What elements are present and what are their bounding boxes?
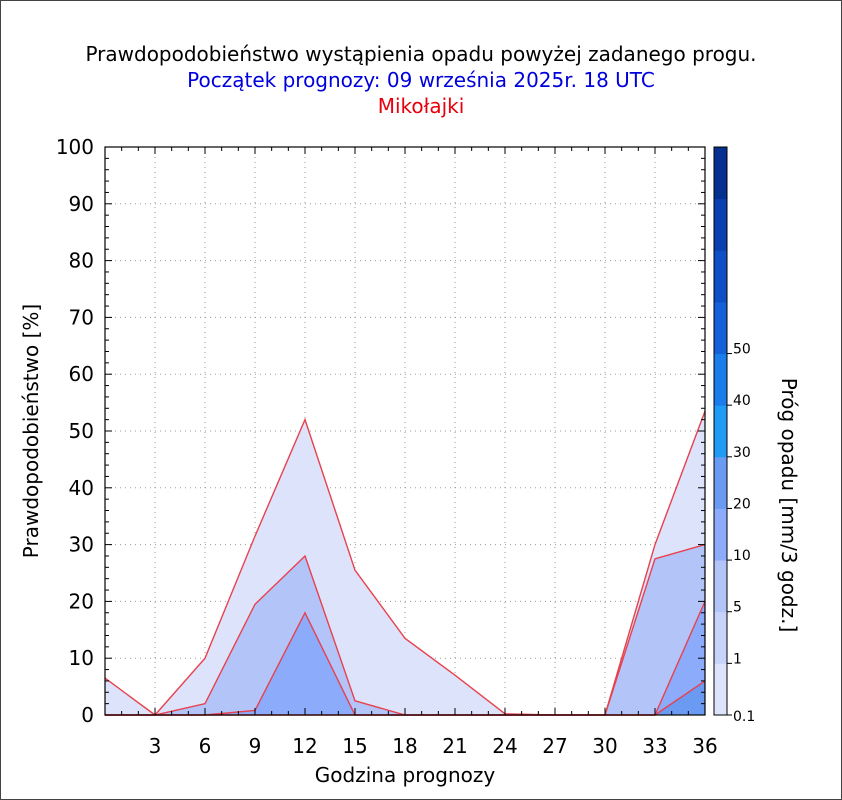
colorbar-tick-label-50: 50 [733, 342, 751, 358]
grid [105, 147, 705, 715]
x-tick-label-12: 12 [292, 734, 317, 758]
x-tick-label-3: 3 [149, 734, 162, 758]
colorbar-tick-label-5: 5 [733, 600, 742, 616]
x-axis-label: Godzina prognozy [315, 763, 496, 787]
colorbar-band-8 [714, 250, 727, 303]
x-tick-label-18: 18 [392, 734, 417, 758]
y-tick-label-70: 70 [69, 305, 94, 329]
area-threshold-1 [105, 544, 705, 715]
x-tick-label-24: 24 [492, 734, 517, 758]
x-tick-label-21: 21 [442, 734, 467, 758]
colorbar-band-3 [714, 508, 727, 561]
colorbar-label: Próg opadu [mm/3 godz.] [777, 378, 801, 633]
y-tick-label-90: 90 [69, 192, 94, 216]
colorbar-band-5 [714, 405, 727, 458]
colorbar-border [713, 146, 728, 716]
colorbar-tick-label-20: 20 [733, 496, 751, 512]
y-tick-label-80: 80 [69, 249, 94, 273]
y-tick-label-40: 40 [69, 476, 94, 500]
y-tick-label-10: 10 [69, 646, 94, 670]
colorbar-band-0 [714, 663, 727, 716]
colorbar-tick-labels: 0.1 1 5 10 20 30 40 50 [727, 342, 755, 725]
station-title: Mikołajki [377, 94, 465, 118]
y-tick-label-30: 30 [69, 533, 94, 557]
colorbar [713, 146, 728, 716]
forecast-start-title: Początek prognozy: 09 września 2025r. 18… [187, 68, 655, 92]
x-tick-label-30: 30 [592, 734, 617, 758]
colorbar-tick-label-1: 1 [733, 651, 742, 667]
y-tick-label-60: 60 [69, 362, 94, 386]
colorbar-tick-label-10: 10 [733, 548, 751, 564]
x-tick-label-36: 36 [692, 734, 717, 758]
colorbar-band-2 [714, 560, 727, 613]
y-tick-labels: 0 10 20 30 40 50 60 70 80 90 100 [56, 135, 94, 727]
axis-ticks [104, 146, 706, 716]
colorbar-band-10 [714, 147, 727, 200]
x-tick-label-27: 27 [542, 734, 567, 758]
colorbar-band-1 [714, 611, 727, 664]
chart-title: Prawdopodobieństwo wystąpienia opadu pow… [85, 42, 757, 66]
y-tick-label-20: 20 [69, 589, 94, 613]
x-tick-labels: 3 6 9 12 15 18 21 24 27 30 33 36 [149, 734, 718, 758]
colorbar-band-7 [714, 301, 727, 355]
probability-areas [105, 411, 705, 715]
colorbar-tick-label-0.1: 0.1 [733, 709, 755, 725]
colorbar-tick-label-40: 40 [733, 393, 751, 409]
colorbar-tick-label-30: 30 [733, 445, 751, 461]
colorbar-band-4 [714, 456, 727, 509]
y-axis-label: Prawdopodobieństwo [%] [19, 304, 43, 558]
colorbar-band-6 [714, 353, 727, 406]
x-tick-label-9: 9 [249, 734, 262, 758]
colorbar-band-9 [714, 198, 727, 251]
y-tick-label-50: 50 [69, 419, 94, 443]
y-tick-label-100: 100 [56, 135, 94, 159]
x-tick-label-15: 15 [342, 734, 367, 758]
y-tick-label-0: 0 [81, 703, 94, 727]
x-tick-label-33: 33 [642, 734, 667, 758]
x-tick-label-6: 6 [199, 734, 212, 758]
